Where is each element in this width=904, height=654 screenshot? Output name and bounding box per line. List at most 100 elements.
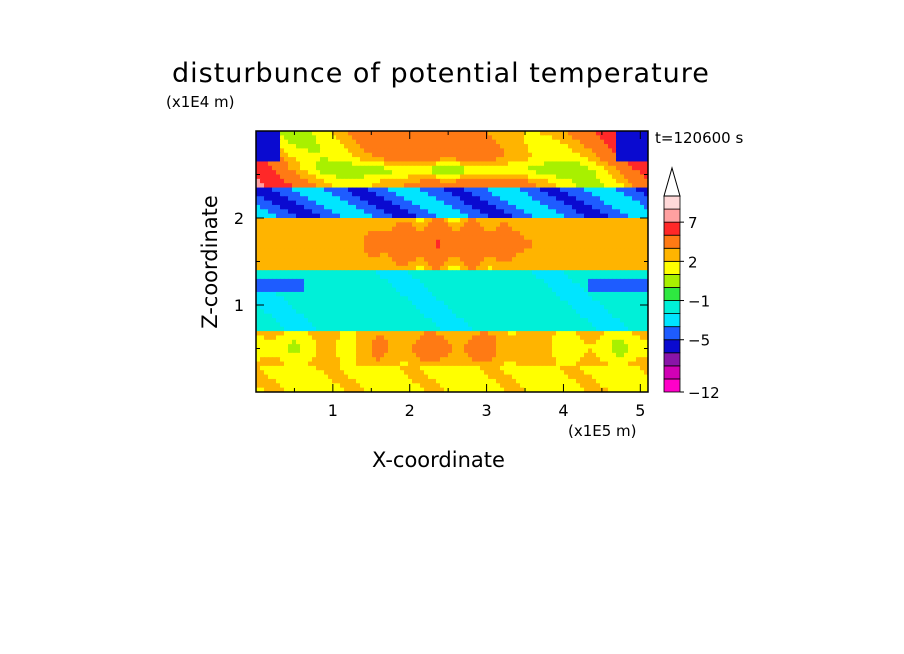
field-cell [264,152,269,158]
field-cell [480,226,485,232]
field-cell [324,131,329,136]
field-cell [276,339,281,345]
field-cell [492,139,497,145]
field-cell [644,157,648,163]
field-cell [536,300,541,306]
field-cell [528,270,533,276]
field-cell [552,296,557,302]
field-cell [428,291,433,297]
field-cell [424,144,429,149]
field-cell [608,222,613,228]
field-cell [488,213,493,219]
field-cell [560,235,565,241]
field-cell [360,305,365,310]
field-cell [596,187,601,193]
field-cell [492,291,497,297]
field-cell [540,309,545,315]
field-cell [292,226,297,232]
field-cell [528,157,533,163]
field-cell [300,218,305,223]
field-cell [572,287,577,293]
field-cell [616,244,621,250]
field-cell [328,313,333,319]
field-cell [436,322,441,328]
field-cell [556,148,561,154]
field-cell [416,178,421,184]
field-cell [444,309,449,315]
field-cell [332,231,337,236]
field-cell [552,300,557,306]
field-cell [316,305,321,310]
field-cell [392,235,397,241]
field-cell [536,174,541,180]
field-cell [616,318,621,323]
field-cell [512,222,517,228]
field-cell [528,170,533,176]
field-cell [340,218,345,223]
field-cell [332,204,337,210]
field-cell [384,291,389,297]
field-cell [468,187,473,193]
field-cell [396,305,401,310]
field-cell [344,152,349,158]
field-cell [396,326,401,332]
field-cell [596,239,601,245]
field-cell [636,174,641,180]
field-cell [504,148,509,154]
field-cell [516,305,521,310]
field-cell [532,296,537,302]
field-cell [260,270,265,276]
field-cell [416,305,421,310]
field-cell [580,165,585,171]
field-cell [532,261,537,267]
field-cell [432,291,437,297]
field-cell [300,287,305,293]
field-cell [592,135,597,141]
field-cell [328,165,333,171]
field-cell [536,144,541,149]
field-cell [480,170,485,176]
field-cell [408,335,413,341]
field-cell [460,204,465,210]
field-cell [356,183,361,189]
field-cell [636,161,641,167]
field-cell [480,235,485,241]
field-cell [284,218,289,223]
field-cell [368,170,373,176]
field-cell [292,322,297,328]
field-cell [480,291,485,297]
field-cell [464,291,469,297]
field-cell [568,296,573,302]
field-cell [500,278,505,284]
field-cell [324,161,329,167]
field-cell [272,344,277,350]
field-cell [472,257,477,263]
field-cell [268,291,273,297]
field-cell [608,183,613,189]
field-cell [500,270,505,276]
field-cell [628,265,633,271]
field-cell [620,139,625,145]
field-cell [472,226,477,232]
field-cell [620,305,625,310]
field-cell [552,204,557,210]
field-cell [324,152,329,158]
field-cell [468,305,473,310]
field-cell [272,261,277,267]
field-cell [636,252,641,258]
field-cell [352,305,357,310]
field-cell [528,257,533,263]
field-cell [288,226,293,232]
field-cell [612,335,617,341]
field-cell [468,174,473,180]
field-cell [272,322,277,328]
field-cell [516,252,521,258]
field-cell [552,348,557,354]
field-cell [472,283,477,289]
field-cell [556,331,561,337]
field-cell [488,239,493,245]
field-cell [504,165,509,171]
field-cell [432,200,437,206]
field-cell [352,148,357,154]
field-cell [452,139,457,145]
